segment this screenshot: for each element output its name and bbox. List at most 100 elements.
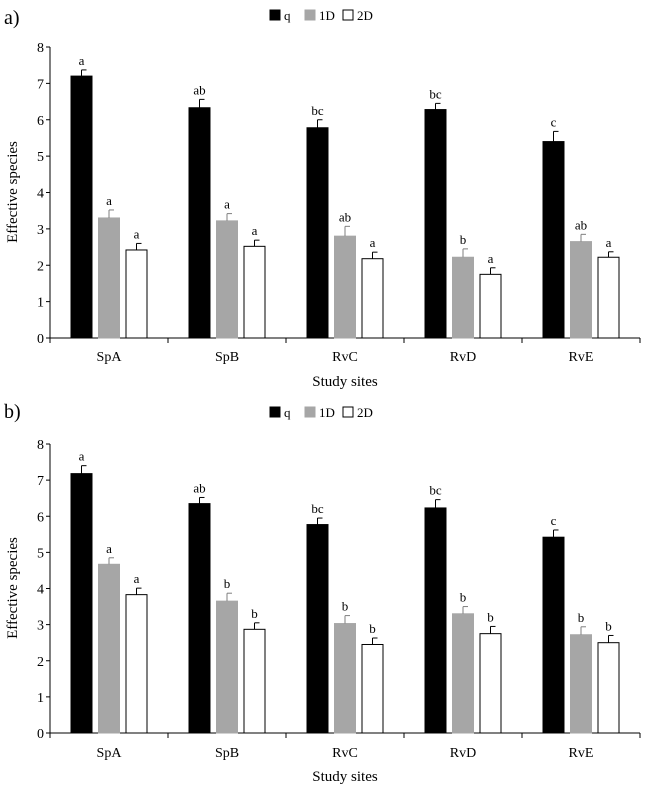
bar-q (424, 507, 447, 734)
significance-label: a (224, 197, 230, 212)
bar-2d (479, 633, 502, 734)
significance-label: a (106, 193, 112, 208)
x-axis-title: Study sites (312, 769, 378, 785)
significance-label: a (252, 223, 258, 238)
significance-label: bc (311, 501, 324, 516)
x-category-label: SpB (215, 350, 239, 365)
y-tick-label: 4 (37, 187, 44, 202)
significance-label: c (551, 114, 557, 129)
significance-label: b (224, 576, 231, 591)
legend: q 1D 2D (269, 8, 373, 23)
bar-q (70, 473, 93, 734)
legend-swatch-1d (304, 9, 316, 21)
x-axis-categories: SpA SpB RvC RvD RvE (97, 350, 594, 365)
bar-q (70, 75, 93, 339)
bar-1d (216, 220, 238, 339)
y-tick-label: 5 (37, 546, 44, 561)
x-category-label: RvC (332, 746, 358, 761)
significance-label: bc (429, 86, 442, 101)
x-category-label: RvE (569, 350, 594, 365)
significance-label: b (460, 232, 467, 247)
y-tick-label: 8 (37, 438, 44, 453)
bar-2d (361, 643, 384, 734)
y-tick-label: 0 (37, 332, 44, 347)
bar-1d (570, 241, 592, 339)
bar-2d (125, 249, 148, 339)
significance-label: ab (575, 217, 587, 232)
panel-a: a) q 1D 2D 0 1 2 3 4 5 6 7 8 Effective s… (4, 7, 641, 390)
y-axis-ticks: 0 1 2 3 4 5 6 7 8 (37, 438, 44, 742)
y-tick-label: 6 (37, 114, 44, 129)
y-tick-label: 1 (37, 691, 44, 706)
significance-label: a (106, 541, 112, 556)
significance-label: a (488, 251, 494, 266)
significance-label: a (606, 235, 612, 250)
legend-label-2d: 2D (357, 405, 373, 420)
bar-2d (597, 256, 620, 339)
y-tick-label: 6 (37, 510, 44, 525)
bar-1d (452, 256, 474, 339)
significance-label: a (370, 235, 376, 250)
bar-q (542, 141, 565, 339)
legend-label-q: q (284, 8, 291, 23)
bar-1d (452, 613, 474, 734)
y-tick-label: 7 (37, 77, 44, 92)
legend-swatch-q (269, 9, 281, 21)
legend: q 1D 2D (269, 405, 373, 420)
significance-label: b (605, 618, 612, 633)
x-category-label: SpB (215, 746, 239, 761)
panel-label: a) (4, 7, 20, 29)
y-tick-label: 7 (37, 474, 44, 489)
bar-2d (597, 642, 620, 734)
significance-label: ab (339, 209, 351, 224)
legend-label-q: q (284, 405, 291, 420)
significance-label: bc (429, 483, 442, 498)
x-axis-title: Study sites (312, 374, 378, 390)
bar-2d (361, 258, 384, 339)
y-tick-label: 2 (37, 259, 44, 274)
bar-2d (125, 594, 148, 734)
x-category-label: RvC (332, 350, 358, 365)
significance-label: a (134, 226, 140, 241)
x-category-label: SpA (97, 746, 123, 761)
significance-label: b (342, 599, 349, 614)
significance-label: ab (193, 480, 205, 495)
bar-2d (243, 245, 266, 339)
bar-1d (334, 235, 356, 339)
panel-label: b) (4, 401, 21, 423)
significance-label: a (79, 449, 85, 464)
legend-swatch-q (269, 406, 281, 418)
bar-q (542, 536, 565, 734)
bar-2d (243, 628, 266, 734)
significance-label: b (369, 621, 376, 636)
y-tick-label: 4 (37, 583, 44, 598)
legend-label-2d: 2D (357, 8, 373, 23)
significance-label: b (487, 609, 494, 624)
y-axis-title: Effective species (5, 537, 21, 639)
x-category-label: RvD (450, 746, 476, 761)
bar-q (424, 109, 447, 339)
legend-swatch-2d (342, 406, 354, 418)
bar-2d (479, 273, 502, 339)
significance-label: b (460, 590, 467, 605)
y-axis-ticks: 0 1 2 3 4 5 6 7 8 (37, 41, 44, 347)
bar-1d (98, 563, 120, 734)
x-category-label: SpA (97, 350, 123, 365)
bar-q (188, 503, 211, 734)
y-tick-label: 1 (37, 296, 44, 311)
plot-area: a a a ab a a bc ab a bc b a c ab a (46, 46, 641, 343)
significance-label: a (134, 571, 140, 586)
panel-b: b) q 1D 2D 0 1 2 3 4 5 6 7 8 Effective s… (4, 401, 641, 785)
bar-q (306, 127, 329, 339)
y-tick-label: 3 (37, 223, 44, 238)
y-tick-label: 2 (37, 655, 44, 670)
x-axis-categories: SpA SpB RvC RvD RvE (97, 746, 594, 761)
significance-label: ab (193, 82, 205, 97)
y-tick-label: 3 (37, 619, 44, 634)
significance-label: b (251, 606, 258, 621)
y-tick-label: 0 (37, 727, 44, 742)
bar-1d (570, 634, 592, 734)
x-category-label: RvD (450, 350, 476, 365)
